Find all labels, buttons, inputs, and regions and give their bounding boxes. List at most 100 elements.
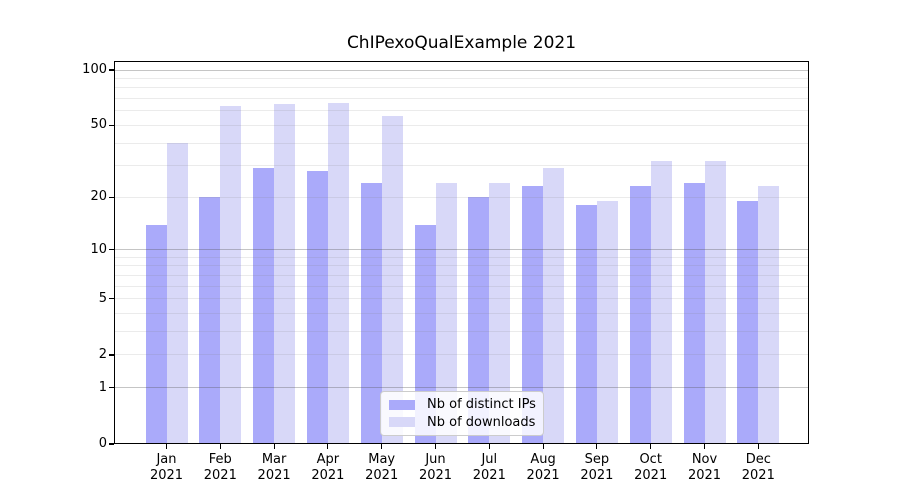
y-tick — [109, 249, 114, 251]
bar-downloads-aug — [543, 168, 565, 444]
bar-distinct-ips-apr — [306, 171, 328, 444]
legend-item-downloads: Nb of downloads — [389, 414, 535, 431]
gridline-minor — [114, 124, 809, 126]
bar-downloads-mar — [274, 104, 296, 444]
gridline-minor — [114, 274, 809, 276]
bar-distinct-ips-jan — [145, 224, 167, 444]
x-tick-label-year: 2021 — [472, 468, 506, 483]
x-tick — [219, 444, 221, 449]
bar-distinct-ips-aug — [522, 186, 544, 444]
y-tick — [109, 354, 114, 356]
gridline-major — [114, 249, 809, 251]
gridline-minor — [114, 87, 809, 89]
x-tick — [165, 444, 168, 449]
x-tick-label-month: Jul — [481, 452, 498, 467]
x-tick-label-year: 2021 — [203, 468, 237, 483]
gridline-minor — [114, 313, 809, 315]
gridline-minor — [114, 298, 809, 300]
gridline-major — [114, 387, 809, 389]
gridline-minor — [114, 285, 809, 287]
bar-downloads-feb — [220, 105, 242, 444]
x-tick-label: May 2021 — [349, 452, 415, 484]
y-tick — [109, 124, 114, 126]
x-tick — [703, 444, 706, 449]
gridline-minor — [114, 142, 809, 144]
gridline-minor — [114, 165, 809, 167]
bar-downloads-jul — [489, 183, 511, 444]
x-tick-label: Jun 2021 — [403, 452, 469, 484]
gridline-minor — [114, 354, 809, 356]
bar-downloads-jan — [166, 143, 188, 444]
bar-distinct-ips-feb — [199, 197, 221, 444]
x-tick-label: Jul 2021 — [456, 452, 522, 484]
legend-swatch-distinct-ips — [389, 399, 415, 410]
x-tick-label: Sep 2021 — [564, 452, 630, 484]
x-tick-label: Dec 2021 — [725, 452, 791, 484]
x-tick-label-month: Mar — [261, 452, 287, 467]
x-tick-label-month: Aug — [530, 452, 556, 467]
x-tick-label: Aug 2021 — [510, 452, 576, 484]
legend-label-downloads: Nb of downloads — [427, 414, 536, 430]
bar-downloads-dec — [758, 186, 780, 444]
legend: Nb of distinct IPs Nb of downloads — [380, 391, 544, 436]
bar-distinct-ips-mar — [253, 168, 275, 444]
x-tick-label-month: Jan — [156, 452, 177, 467]
bar-downloads-apr — [327, 103, 349, 444]
x-tick — [757, 444, 759, 449]
bar-distinct-ips-may — [360, 183, 382, 444]
x-tick-label: Jan 2021 — [134, 452, 200, 484]
bar-downloads-nov — [704, 160, 726, 444]
bar-downloads-oct — [650, 160, 672, 444]
gridline-minor — [114, 331, 809, 333]
x-tick-label-month: Apr — [316, 452, 340, 467]
x-tick-label-month: Feb — [208, 452, 232, 467]
bar-distinct-ips-sep — [575, 205, 597, 444]
y-tick-label: 50 — [90, 117, 107, 133]
x-tick-label: Mar 2021 — [241, 452, 307, 484]
x-tick-label: Nov 2021 — [672, 452, 738, 484]
bar-distinct-ips-dec — [737, 201, 759, 444]
x-tick-label-year: 2021 — [580, 468, 614, 483]
x-tick-label-year: 2021 — [526, 468, 560, 483]
x-tick — [650, 444, 652, 449]
x-tick-label-month: Nov — [691, 452, 718, 467]
x-tick-label-year: 2021 — [634, 468, 668, 483]
gridline-minor — [114, 196, 809, 198]
gridline-minor — [114, 98, 809, 100]
bar-downloads-sep — [596, 201, 618, 444]
x-tick-label-year: 2021 — [257, 468, 291, 483]
x-tick-label-month: May — [368, 452, 396, 467]
x-tick — [381, 444, 383, 449]
x-tick — [327, 444, 329, 449]
y-tick-label: 2 — [98, 346, 107, 362]
x-tick-label-year: 2021 — [418, 468, 453, 483]
y-tick-label: 1 — [98, 379, 107, 395]
x-tick-label-year: 2021 — [149, 468, 184, 483]
gridline-minor — [114, 77, 809, 79]
x-tick-label-month: Oct — [639, 452, 662, 467]
y-tick — [109, 443, 114, 445]
chart-title: ChIPexoQualExample 2021 — [346, 33, 577, 53]
bar-distinct-ips-oct — [629, 186, 651, 444]
y-tick — [109, 387, 114, 389]
x-tick — [273, 444, 275, 449]
y-tick — [109, 69, 114, 71]
x-tick-label-month: Jun — [425, 452, 446, 467]
x-tick-label: Apr 2021 — [295, 452, 361, 484]
plot-area — [114, 61, 809, 444]
x-tick-label-year: 2021 — [741, 468, 775, 483]
y-tick-label: 0 — [98, 436, 107, 451]
x-tick — [542, 444, 544, 449]
x-tick-label: Feb 2021 — [187, 452, 253, 484]
gridline-minor — [114, 110, 809, 112]
x-tick-label-month: Sep — [584, 452, 610, 467]
legend-item-distinct-ips: Nb of distinct IPs — [389, 396, 536, 413]
bar-distinct-ips-jul — [468, 197, 490, 444]
gridline-minor — [114, 265, 809, 267]
x-tick — [488, 444, 490, 449]
y-tick — [109, 196, 114, 198]
x-tick — [434, 444, 437, 449]
gridline-minor — [114, 256, 809, 258]
bar-downloads-may — [381, 116, 403, 444]
x-tick — [596, 444, 598, 449]
